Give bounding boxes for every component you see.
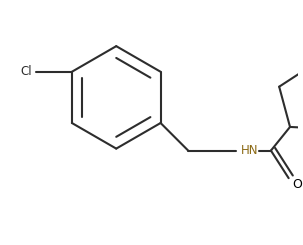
Text: O: O [293, 178, 302, 191]
Text: Cl: Cl [21, 65, 32, 78]
Text: HN: HN [240, 144, 258, 157]
